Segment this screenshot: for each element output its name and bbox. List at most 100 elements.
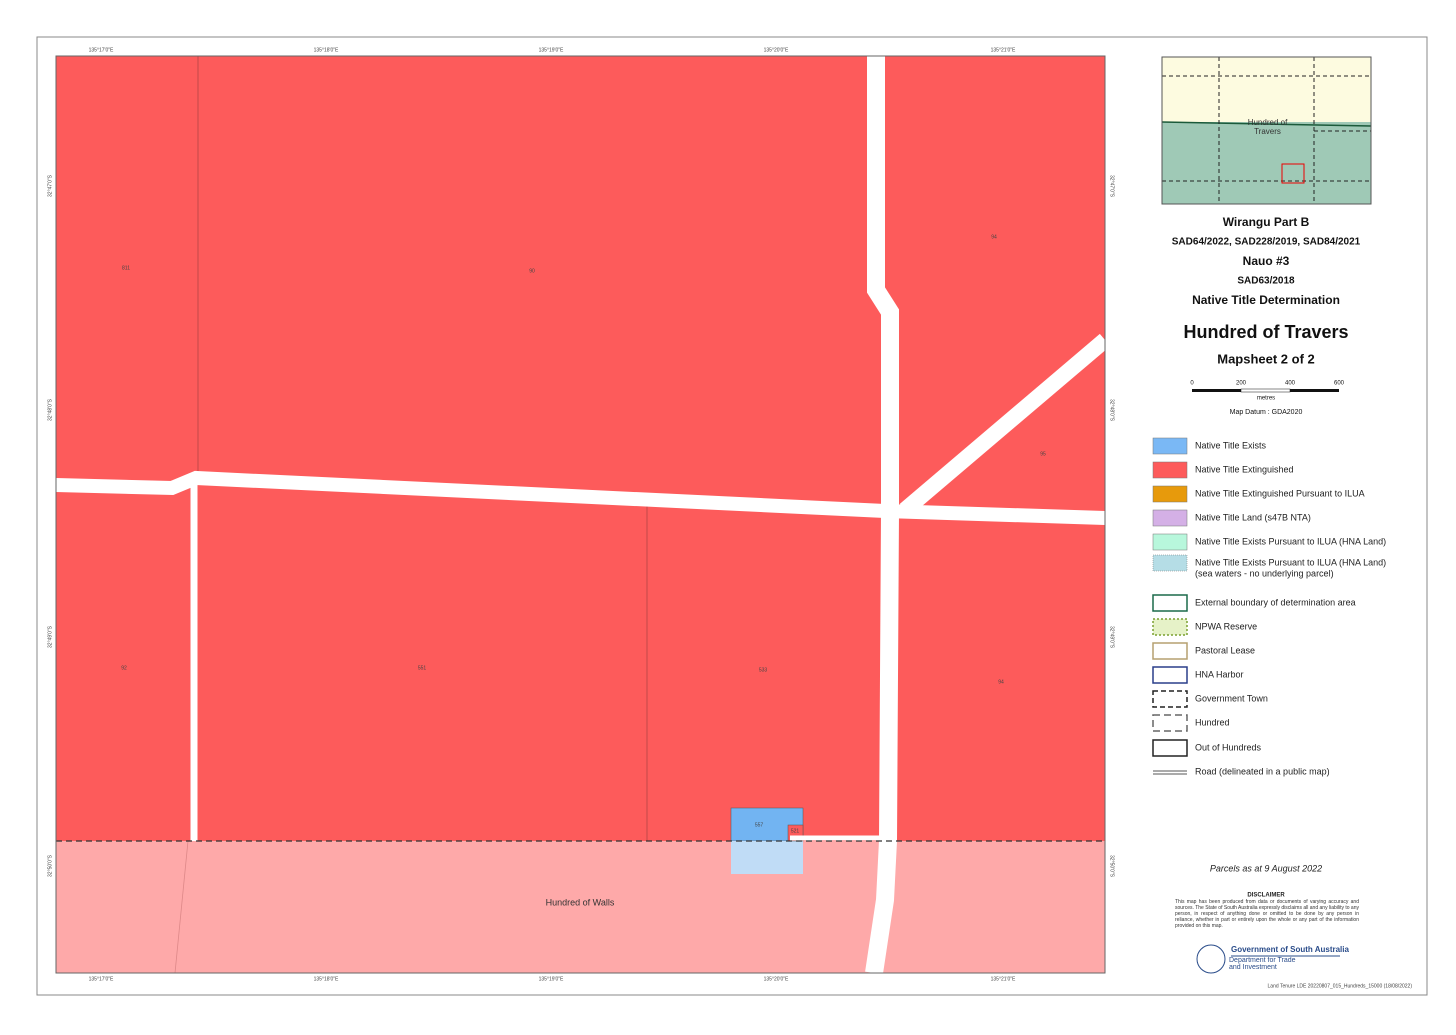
map: Hundred of Walls 811 90 94 95 92 551 533 94 557 5… bbox=[55, 55, 1111, 975]
legend-swatch bbox=[1152, 666, 1188, 684]
coord-label: 135°17'0"E bbox=[89, 976, 114, 982]
legend-swatch bbox=[1152, 618, 1188, 636]
legend-swatch bbox=[1152, 642, 1188, 660]
inset-label-box: Hundred of Travers bbox=[1247, 118, 1288, 136]
legend-label: NPWA Reserve bbox=[1195, 621, 1257, 631]
inset-label: Hundred of Travers bbox=[1247, 118, 1288, 136]
inset-border bbox=[1161, 56, 1372, 205]
legend-swatch bbox=[1152, 461, 1188, 479]
scale-tick: 400 bbox=[1285, 381, 1296, 387]
map-border bbox=[55, 55, 1106, 974]
gov: Government of South Australia bbox=[1231, 945, 1349, 954]
project: Wirangu Part B bbox=[1223, 215, 1310, 229]
disclaimer: This map has been produced from data or … bbox=[1175, 899, 1359, 929]
parcel-label: 90 bbox=[529, 268, 535, 274]
parcel-label: 811 bbox=[122, 265, 130, 271]
scale-tick: 200 bbox=[1236, 381, 1247, 387]
legend-swatch bbox=[1152, 509, 1188, 527]
frame bbox=[36, 36, 1428, 996]
inset-extent bbox=[1281, 163, 1305, 184]
parcel-label: 521 bbox=[791, 828, 800, 834]
legend-label: Government Town bbox=[1195, 693, 1268, 703]
file-id: Land Tenure LDE 20220807_015_Hundreds_15… bbox=[1268, 983, 1413, 989]
native-title-exists-walls bbox=[731, 841, 803, 874]
inset: Hundred of Travers bbox=[1161, 56, 1372, 205]
mapsheet: Mapsheet 2 of 2 bbox=[1217, 351, 1315, 366]
project2: Nauo #3 bbox=[1243, 254, 1290, 268]
parcel-line bbox=[174, 840, 189, 974]
scale-tick: 0 bbox=[1190, 381, 1194, 387]
legend-label: Pastoral Lease bbox=[1195, 645, 1255, 655]
footer: Parcels as at 9 August 2022 DISCLAIMER T… bbox=[1175, 863, 1412, 989]
legend-swatch bbox=[1152, 437, 1188, 455]
parcels-date: Parcels as at 9 August 2022 bbox=[1210, 863, 1322, 873]
legend-label: Out of Hundreds bbox=[1195, 742, 1262, 752]
legend-swatch bbox=[1152, 594, 1188, 612]
coord-label: 135°20'0"E bbox=[764, 976, 789, 982]
legend-label: Native Title Land (s47B NTA) bbox=[1195, 512, 1311, 522]
coord-label: 32°49'0"S bbox=[1109, 626, 1115, 649]
legend-label: HNA Harbor bbox=[1195, 669, 1244, 679]
title-block: Wirangu Part B SAD64/2022, SAD228/2019, … bbox=[1172, 215, 1361, 416]
inset-area bbox=[1162, 122, 1371, 204]
legend: Native Title Exists Native Title Extingui… bbox=[1152, 437, 1386, 776]
legend-label: Road (delineated in a public map) bbox=[1195, 766, 1330, 776]
scale-bar bbox=[1240, 388, 1291, 393]
coord-label: 32°47'0"S bbox=[47, 174, 53, 197]
extinguished-area bbox=[56, 56, 1105, 841]
legend-label: Native Title Exists Pursuant to ILUA (HN… bbox=[1195, 557, 1386, 567]
coord-label: 32°48'0"S bbox=[47, 398, 53, 421]
parcel-label: 94 bbox=[998, 679, 1004, 685]
road bbox=[899, 333, 1111, 517]
coord-label: 32°50'0"S bbox=[47, 854, 53, 877]
map-title: Hundred of Travers bbox=[1183, 322, 1348, 342]
legend-label: External boundary of determination area bbox=[1195, 597, 1356, 607]
legend-swatch bbox=[1152, 714, 1188, 732]
coord-label: 135°17'0"E bbox=[89, 47, 114, 53]
hundred-of-walls-area bbox=[56, 841, 1105, 973]
scale-tick: 600 bbox=[1334, 381, 1345, 387]
coord-label: 32°47'0"S bbox=[1109, 175, 1115, 198]
coord-label: 135°21'0"E bbox=[991, 47, 1016, 53]
legend-label: Native Title Extinguished Pursuant to IL… bbox=[1195, 488, 1365, 498]
project2-id: SAD63/2018 bbox=[1237, 276, 1295, 287]
scale-unit: metres bbox=[1257, 396, 1275, 402]
coord-label: 32°49'0"S bbox=[47, 625, 53, 648]
coord-label: 135°19'0"E bbox=[539, 47, 564, 53]
dept-box: Department for Trade and Investment bbox=[1229, 957, 1296, 971]
parcel-label: 95 bbox=[1040, 451, 1046, 457]
parcel-label: 551 bbox=[418, 665, 427, 671]
parcel-label: 94 bbox=[991, 234, 997, 240]
parcel-label: 533 bbox=[759, 667, 768, 673]
legend-swatch bbox=[1152, 485, 1188, 503]
legend-label: (sea waters - no underlying parcel) bbox=[1195, 568, 1334, 578]
legend-swatch bbox=[1152, 739, 1188, 757]
coord-label: 135°18'0"E bbox=[314, 47, 339, 53]
hundred-label: Hundred of Walls bbox=[546, 897, 615, 907]
determination: Native Title Determination bbox=[1192, 293, 1340, 307]
legend-swatch bbox=[1152, 533, 1188, 551]
coord-label: 135°19'0"E bbox=[539, 976, 564, 982]
scale-bar bbox=[1290, 389, 1339, 392]
coord-label: 135°21'0"E bbox=[991, 976, 1016, 982]
logo bbox=[1196, 944, 1226, 974]
road bbox=[865, 56, 899, 975]
parcel-label: 92 bbox=[121, 665, 127, 671]
disclaimer-title: DISCLAIMER bbox=[1247, 893, 1285, 899]
coord-label: 135°20'0"E bbox=[764, 47, 789, 53]
scale-bar bbox=[1192, 389, 1241, 392]
disclaimer-box: This map has been produced from data or … bbox=[1175, 899, 1359, 929]
legend-label: Native Title Extinguished bbox=[1195, 464, 1294, 474]
legend-swatch bbox=[1152, 690, 1188, 708]
legend-label: Native Title Exists Pursuant to ILUA (HN… bbox=[1195, 536, 1386, 546]
dept: Department for Trade and Investment bbox=[1229, 957, 1296, 971]
datum: Map Datum : GDA2020 bbox=[1230, 409, 1303, 416]
inset-area bbox=[1162, 57, 1371, 122]
legend-label: Hundred bbox=[1195, 717, 1230, 727]
parcel-label: 557 bbox=[755, 822, 764, 828]
coord-label: 32°50'0"S bbox=[1109, 855, 1115, 878]
legend-label: Native Title Exists bbox=[1195, 440, 1267, 450]
inset-boundary bbox=[1161, 121, 1372, 127]
coord-label: 32°48'0"S bbox=[1109, 399, 1115, 422]
